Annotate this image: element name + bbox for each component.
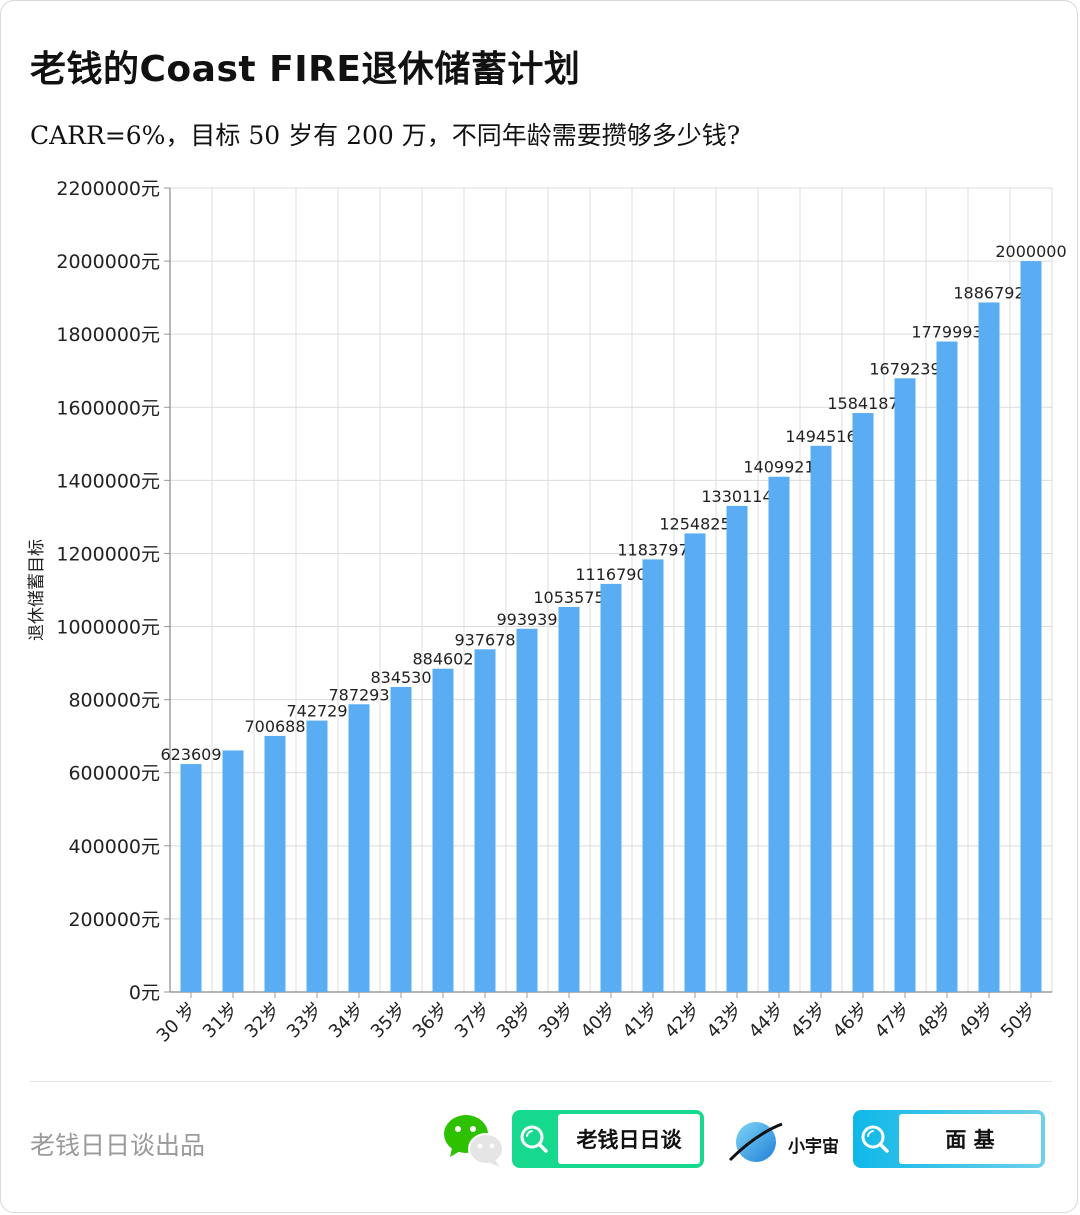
y-tick-label: 600000元: [68, 763, 160, 785]
bar-data-label: 742729: [286, 702, 347, 721]
bar-data-label: 1330114: [701, 487, 772, 506]
bar: [180, 764, 202, 992]
x-tick-label: 46岁: [829, 999, 873, 1043]
x-tick-label: 48岁: [913, 999, 957, 1043]
bar: [810, 445, 832, 992]
y-tick-label: 1600000元: [56, 397, 160, 419]
x-tick-label: 30 岁: [153, 999, 201, 1047]
bar: [558, 606, 580, 992]
bar: [936, 341, 958, 992]
page-subtitle: CARR=6%，目标 50 岁有 200 万，不同年龄需要攒够多少钱?: [30, 121, 741, 150]
bar-data-label: 1779993: [911, 322, 982, 341]
x-tick-label: 39岁: [535, 999, 579, 1043]
x-tick-label: 34岁: [325, 999, 369, 1043]
bar: [852, 413, 874, 993]
y-tick-label: 2200000元: [56, 178, 160, 200]
y-tick-label: 0元: [129, 982, 160, 1004]
y-tick-label: 1400000元: [56, 470, 160, 492]
y-tick-label: 1200000元: [56, 543, 160, 565]
y-tick-label: 400000元: [68, 836, 160, 858]
wechat-account-label: 老钱日日谈: [558, 1114, 700, 1164]
x-tick-label: 40岁: [577, 999, 621, 1043]
bar-data-label: 1494516: [785, 427, 856, 446]
wechat-icon: [444, 1115, 504, 1167]
bar-chart: 0元 200000元 400000元 600000元 800000元 1000000元 12…: [27, 178, 1067, 1047]
xiaoyuzhou-label: 小宇宙: [788, 1137, 839, 1157]
bar: [684, 533, 706, 992]
y-tick-label: 1800000元: [56, 324, 160, 346]
bar-data-label: 1183797: [617, 540, 688, 559]
footer-credit: 老钱日日谈出品: [30, 1131, 206, 1160]
bar-data-label: 1116790: [575, 565, 646, 584]
wechat-account-pill[interactable]: 老钱日日谈: [512, 1110, 704, 1168]
bar-data-label: 623609: [160, 745, 221, 764]
bar: [726, 505, 748, 992]
x-tick-label: 50岁: [997, 999, 1041, 1043]
x-tick-label: 33岁: [283, 999, 327, 1043]
bar: [222, 750, 244, 992]
x-tick-label: 45岁: [787, 999, 831, 1043]
bar: [516, 628, 538, 992]
bar: [432, 668, 454, 992]
bar: [306, 720, 328, 992]
bar-data-label: 834530: [370, 668, 431, 687]
y-tick-label: 800000元: [68, 690, 160, 712]
bar-data-label: 2000000: [995, 242, 1066, 261]
bar-data-label: 787293: [328, 685, 389, 704]
bar-data-label: 884602: [412, 650, 473, 669]
bar-data-label: 700688: [244, 717, 305, 736]
x-tick-label: 37岁: [451, 999, 495, 1043]
x-tick-label: 38岁: [493, 999, 537, 1043]
bar: [600, 583, 622, 992]
bar-data-label: 937678: [454, 630, 515, 649]
bar-data-label: 1584187: [827, 394, 898, 413]
xiaoyuzhou-account-label: 面 基: [899, 1114, 1041, 1164]
x-tick-label: 35岁: [367, 999, 411, 1043]
x-tick-label: 36岁: [409, 999, 453, 1043]
xiaoyuzhou-account-pill[interactable]: 面 基: [853, 1110, 1045, 1168]
x-tick-label: 49岁: [955, 999, 999, 1043]
bar: [474, 649, 496, 992]
x-tick-label: 41岁: [619, 999, 663, 1043]
bar: [348, 704, 370, 992]
x-tick-label: 42岁: [661, 999, 705, 1043]
bar-data-label: 1053575: [533, 588, 604, 607]
bar: [768, 476, 790, 992]
footer-divider: [30, 1081, 1052, 1082]
page-title: 老钱的Coast FIRE退休储蓄计划: [30, 49, 581, 90]
y-tick-label: 1000000元: [56, 617, 160, 639]
bar: [894, 378, 916, 992]
bar: [978, 302, 1000, 993]
bar-data-label: 1254825: [659, 514, 730, 533]
bar: [264, 735, 286, 992]
x-tick-label: 31岁: [199, 999, 243, 1043]
search-icon: [853, 1110, 897, 1168]
y-axis-title: 退休储蓄目标: [27, 539, 47, 641]
y-tick-label: 200000元: [68, 909, 160, 931]
bar: [642, 559, 664, 992]
bar-data-label: 993939: [496, 610, 557, 629]
x-tick-label: 47岁: [871, 999, 915, 1043]
bar-data-label: 1409921: [743, 458, 814, 477]
bar: [390, 687, 412, 992]
x-tick-label: 43岁: [703, 999, 747, 1043]
x-tick-label: 32岁: [241, 999, 285, 1043]
x-tick-label: 44岁: [745, 999, 789, 1043]
search-icon: [512, 1110, 556, 1168]
bar-data-label: 1886792: [953, 283, 1024, 302]
bar-data-label: 1679239: [869, 359, 940, 378]
planet-icon: [728, 1122, 783, 1162]
bar: [1020, 261, 1042, 992]
y-tick-label: 2000000元: [56, 251, 160, 273]
